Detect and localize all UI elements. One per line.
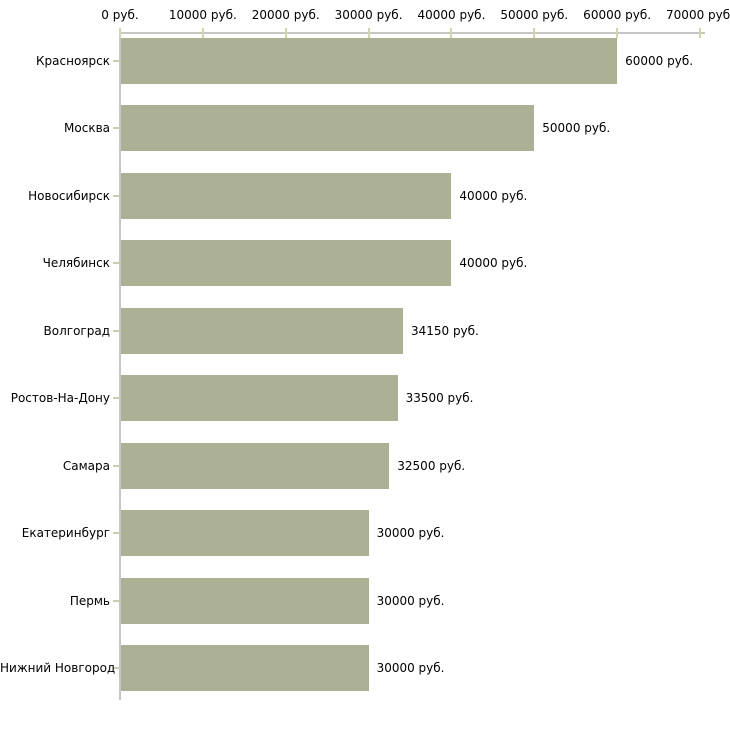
x-tick-mark bbox=[284, 28, 287, 38]
x-tick-label: 10000 руб. bbox=[168, 8, 237, 22]
category-label: Новосибирск bbox=[28, 188, 110, 203]
x-tick-label: 0 руб. bbox=[101, 8, 139, 22]
x-tick-label: 50000 руб. bbox=[500, 8, 569, 22]
category-label: Самара bbox=[62, 458, 110, 473]
category-label: Нижний Новгород bbox=[0, 661, 116, 675]
bar bbox=[121, 172, 452, 219]
value-label: 50000 руб. bbox=[542, 121, 611, 135]
bar bbox=[121, 510, 369, 556]
category-tick-mark bbox=[113, 532, 119, 534]
x-tick-mark bbox=[119, 28, 121, 38]
value-label: 33500 руб. bbox=[405, 391, 474, 405]
category-tick-mark bbox=[113, 397, 119, 399]
category-label: Пермь bbox=[69, 593, 110, 608]
bar bbox=[121, 375, 398, 421]
category-tick-mark bbox=[113, 329, 119, 332]
bar bbox=[121, 577, 369, 624]
bar bbox=[121, 645, 369, 691]
category-tick-mark bbox=[113, 194, 119, 197]
category-label: Ростов-На-Дону bbox=[10, 391, 110, 405]
bar bbox=[121, 442, 390, 489]
x-tick-mark bbox=[533, 28, 536, 38]
x-tick-label: 60000 руб. bbox=[583, 8, 652, 22]
category-label: Екатеринбург bbox=[21, 526, 110, 540]
value-label: 40000 руб. bbox=[459, 256, 528, 270]
value-label: 30000 руб. bbox=[376, 593, 445, 608]
x-axis-line bbox=[119, 32, 705, 34]
category-tick-mark bbox=[113, 127, 119, 129]
value-label: 30000 руб. bbox=[376, 526, 445, 540]
x-tick-label: 70000 руб. bbox=[666, 8, 730, 22]
value-label: 40000 руб. bbox=[459, 188, 528, 203]
category-tick-mark bbox=[113, 599, 119, 602]
x-tick-mark bbox=[450, 28, 453, 38]
x-tick-mark bbox=[616, 28, 619, 38]
category-tick-mark bbox=[113, 262, 119, 264]
category-label: Волгоград bbox=[43, 323, 110, 338]
x-tick-mark bbox=[201, 28, 204, 38]
x-tick-mark bbox=[699, 28, 701, 38]
category-tick-mark bbox=[113, 667, 119, 669]
bar bbox=[121, 105, 535, 151]
value-label: 60000 руб. bbox=[625, 53, 694, 68]
category-tick-mark bbox=[113, 464, 119, 467]
category-label: Красноярск bbox=[36, 53, 110, 68]
x-tick-label: 30000 руб. bbox=[334, 8, 403, 22]
category-label: Москва bbox=[64, 121, 110, 135]
value-label: 34150 руб. bbox=[410, 323, 479, 338]
category-tick-mark bbox=[113, 59, 119, 62]
bar bbox=[121, 240, 452, 286]
bar bbox=[121, 37, 618, 84]
x-tick-label: 40000 руб. bbox=[417, 8, 486, 22]
bar bbox=[121, 307, 403, 354]
x-tick-mark bbox=[367, 28, 370, 38]
y-axis-line bbox=[119, 32, 121, 700]
x-tick-label: 20000 руб. bbox=[251, 8, 320, 22]
value-label: 30000 руб. bbox=[376, 661, 445, 675]
value-label: 32500 руб. bbox=[397, 458, 466, 473]
category-label: Челябинск bbox=[42, 256, 110, 270]
